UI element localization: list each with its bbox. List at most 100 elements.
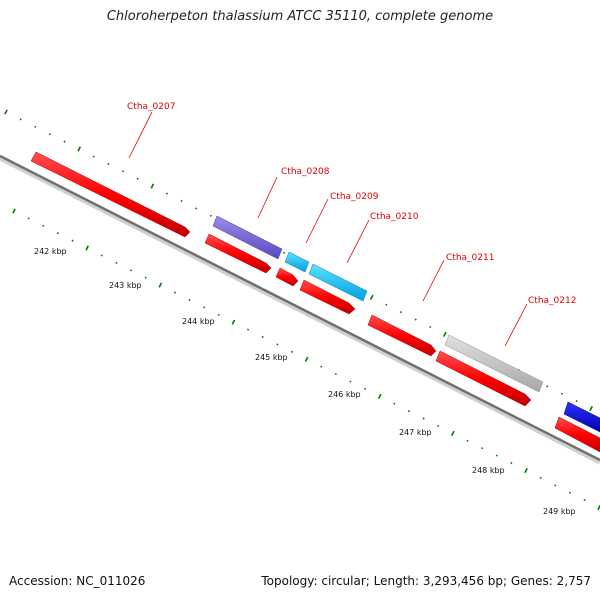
inner-ring-minor-tick xyxy=(27,217,30,220)
gene-feature-ctha-0210-cds xyxy=(299,279,356,315)
outer-ring-major-tick xyxy=(4,109,8,115)
outer-ring-minor-tick xyxy=(34,125,37,128)
outer-ring-minor-tick xyxy=(560,392,563,395)
gene-feature-ctha-0210-cyan xyxy=(308,263,368,302)
outer-ring-major-tick xyxy=(77,146,82,152)
inner-ring-minor-tick xyxy=(437,424,440,428)
inner-ring-minor-tick xyxy=(217,313,220,316)
genome-summary-text: Topology: circular; Length: 3,293,456 bp… xyxy=(261,574,591,588)
outer-ring-minor-tick xyxy=(209,214,212,217)
outer-ring-minor-tick xyxy=(180,199,183,203)
outer-ring-minor-tick xyxy=(195,207,198,210)
scale-label-243: 243 kbp xyxy=(109,281,142,290)
inner-ring-minor-tick xyxy=(246,328,250,331)
inner-ring-minor-tick xyxy=(144,276,147,279)
inner-ring-major-tick xyxy=(450,430,455,436)
gene-feature-ctha-0209-cds xyxy=(275,267,299,287)
outer-ring-minor-tick xyxy=(282,251,286,254)
inner-ring-major-tick xyxy=(524,467,528,474)
inner-ring-minor-tick xyxy=(481,447,484,450)
inner-ring-major-tick xyxy=(158,282,163,288)
inner-ring-minor-tick xyxy=(539,476,542,479)
gene-feature-ctha-0207 xyxy=(30,151,191,238)
inner-ring-major-tick xyxy=(377,393,382,399)
scale-label-247: 247 kbp xyxy=(399,428,432,437)
scale-label-242: 242 kbp xyxy=(34,247,67,256)
inner-ring-minor-tick xyxy=(364,387,367,390)
gene-label-ctha-0212: Ctha_0212 xyxy=(528,296,576,306)
inner-ring-minor-tick xyxy=(466,439,469,442)
gene-feature-ctha-0208-cds xyxy=(204,233,272,274)
inner-ring-minor-tick xyxy=(334,373,337,376)
scale-label-244: 244 kbp xyxy=(182,317,215,326)
gene-label-ctha-0210: Ctha_0210 xyxy=(370,212,419,222)
gene-feature-next-cds xyxy=(554,416,600,453)
outer-ring-minor-tick xyxy=(546,385,549,388)
outer-ring-minor-tick xyxy=(92,155,95,158)
gene-label-ctha-0211: Ctha_0211 xyxy=(446,253,494,263)
inner-ring-minor-tick xyxy=(583,499,586,502)
gene-feature-ctha-0212-grey xyxy=(444,334,544,393)
inner-ring-minor-tick xyxy=(71,239,74,242)
outer-ring-minor-tick xyxy=(107,162,110,165)
inner-ring-minor-tick xyxy=(407,410,411,413)
features xyxy=(30,151,600,453)
gene-feature-ctha-0208-purple xyxy=(212,215,283,260)
scale-labels: 242 kbp 243 kbp 244 kbp 245 kbp 246 kbp … xyxy=(34,247,576,516)
inner-ring-minor-tick xyxy=(554,484,557,487)
inner-ring-minor-tick xyxy=(393,402,396,405)
gene-label-ctha-0208: Ctha_0208 xyxy=(281,167,330,177)
inner-ring-minor-tick xyxy=(56,232,59,235)
inner-ring-minor-tick xyxy=(129,269,133,272)
outer-ring-minor-tick xyxy=(165,192,169,195)
outer-ring-minor-tick xyxy=(399,311,403,314)
gene-feature-ctha-0212-cds xyxy=(435,350,532,407)
inner-ring-minor-tick xyxy=(290,350,294,353)
inner-ring-major-tick xyxy=(304,356,309,362)
inner-ring-minor-tick xyxy=(203,306,206,309)
inner-ring-minor-tick xyxy=(568,491,571,494)
inner-ring-minor-tick xyxy=(320,365,323,368)
inner-ring-minor-tick xyxy=(188,298,191,302)
gene-labels: Ctha_0207 Ctha_0208 Ctha_0209 Ctha_0210 … xyxy=(127,102,576,347)
inner-tick-ring xyxy=(12,208,600,511)
inner-ring-minor-tick xyxy=(115,261,118,264)
inner-ring-minor-tick xyxy=(349,380,352,383)
scale-label-245: 245 kbp xyxy=(255,353,288,362)
outer-ring-major-tick xyxy=(369,294,374,300)
inner-ring-minor-tick xyxy=(495,454,498,457)
outer-ring-minor-tick xyxy=(121,170,125,173)
inner-ring-minor-tick xyxy=(173,291,177,294)
scale-label-246: 246 kbp xyxy=(328,390,361,399)
inner-ring-minor-tick xyxy=(510,461,513,465)
outer-ring-major-tick xyxy=(150,183,155,189)
inner-ring-major-tick xyxy=(85,245,90,251)
inner-ring-major-tick xyxy=(231,319,236,325)
backbone xyxy=(0,154,600,465)
outer-ring-minor-tick xyxy=(414,318,417,321)
outer-ring-minor-tick xyxy=(575,400,578,403)
inner-ring-minor-tick xyxy=(276,343,279,346)
inner-ring-major-tick xyxy=(12,208,16,214)
inner-ring-minor-tick xyxy=(100,254,103,257)
outer-ring-major-tick xyxy=(442,331,447,337)
outer-ring-minor-tick xyxy=(19,118,22,121)
gene-feature-ctha-0209-cyan xyxy=(284,251,310,273)
outer-ring-minor-tick xyxy=(48,133,51,136)
outer-ring-major-tick xyxy=(589,405,594,412)
outer-ring-minor-tick xyxy=(429,325,432,329)
accession-text: Accession: NC_011026 xyxy=(9,574,146,588)
gene-label-ctha-0209: Ctha_0209 xyxy=(330,192,379,202)
outer-ring-minor-tick xyxy=(385,303,388,306)
outer-ring-minor-tick xyxy=(136,177,139,180)
inner-ring-minor-tick xyxy=(261,335,264,339)
inner-ring-minor-tick xyxy=(42,224,45,227)
inner-ring-minor-tick xyxy=(422,417,425,420)
map-title: Chloroherpeton thalassium ATCC 35110, co… xyxy=(106,9,494,24)
gene-feature-ctha-0211-cds xyxy=(367,314,437,357)
gene-label-ctha-0207: Ctha_0207 xyxy=(127,102,175,112)
scale-label-248: 248 kbp xyxy=(472,466,505,475)
scale-label-249: 249 kbp xyxy=(543,507,576,516)
outer-ring-minor-tick xyxy=(63,140,66,143)
